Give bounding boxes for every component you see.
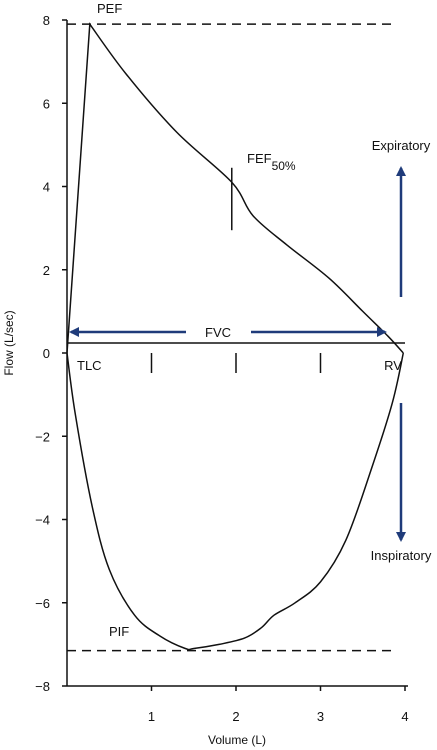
- y-tick-label: 0: [43, 346, 50, 361]
- x-axis-ticks: 1 2 3 4: [148, 686, 409, 724]
- zero-line-ticks: [150, 353, 322, 373]
- fef50-label: FEF50%: [247, 151, 296, 173]
- y-axis-ticks: 8 6 4 2 0 −2 −4 −6 −8: [35, 13, 67, 694]
- y-axis-title: Flow (L/sec): [2, 310, 16, 375]
- y-tick-label: 8: [43, 13, 50, 28]
- fvc-label: FVC: [205, 325, 231, 340]
- x-tick-label: 2: [232, 709, 239, 724]
- y-tick-label: −8: [35, 679, 50, 694]
- fef50-label-main: FEF: [247, 151, 272, 166]
- expiratory-curve: [66, 22, 404, 354]
- rv-label: RV: [384, 358, 402, 373]
- x-tick-label: 4: [401, 709, 408, 724]
- y-tick-label: −4: [35, 513, 50, 528]
- x-axis-title: Volume (L): [208, 733, 266, 747]
- inspiratory-label: Inspiratory: [371, 548, 432, 563]
- x-tick-label: 3: [317, 709, 324, 724]
- y-tick-label: 4: [43, 180, 50, 195]
- pif-label: PIF: [109, 624, 129, 639]
- y-tick-label: −2: [35, 429, 50, 444]
- x-tick-label: 1: [148, 709, 155, 724]
- y-tick-label: 6: [43, 96, 50, 111]
- y-tick-label: −6: [35, 596, 50, 611]
- expiratory-label: Expiratory: [372, 138, 431, 153]
- fef50-label-sub: 50%: [272, 159, 296, 173]
- y-tick-label: 2: [43, 263, 50, 278]
- tlc-label: TLC: [77, 358, 102, 373]
- inspiratory-curve: [66, 352, 405, 651]
- pef-label: PEF: [97, 1, 122, 16]
